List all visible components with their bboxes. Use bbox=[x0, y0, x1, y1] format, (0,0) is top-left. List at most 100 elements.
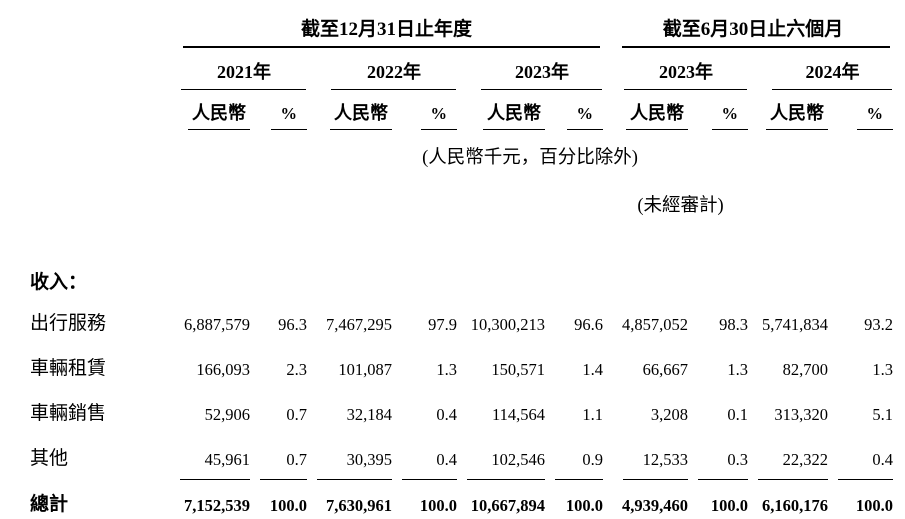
total-value-cell: 4,939,460 bbox=[613, 480, 688, 519]
spacer-cell bbox=[603, 0, 613, 48]
value-cell: 1.3 bbox=[872, 360, 894, 379]
percent-subheader: % bbox=[688, 90, 749, 136]
value-cell: 4,857,052 bbox=[622, 315, 689, 334]
total-value-cell: 7,152,539 bbox=[170, 480, 250, 519]
spacer-cell bbox=[30, 0, 170, 48]
value-cell: 6,887,579 bbox=[184, 315, 250, 334]
value-cell: 2.3 bbox=[286, 360, 307, 379]
value-cell: 114,564 bbox=[491, 405, 545, 424]
value-cell: 12,533 bbox=[613, 435, 689, 480]
year-header-2022: 2022年 bbox=[307, 48, 457, 90]
currency-subheader-label: 人民幣 bbox=[626, 99, 689, 130]
table-row-total: 總計 7,152,539 100.0 7,630,961 100.0 10,66… bbox=[30, 480, 893, 519]
percent-subheader: % bbox=[392, 90, 457, 136]
value-cell: 1.3 bbox=[727, 360, 749, 379]
revenue-breakdown-table: 截至12月31日止年度 截至6月30日止六個月 2021年 2022年 2023… bbox=[30, 0, 894, 519]
value-cell: 0.4 bbox=[828, 435, 894, 480]
percent-subheader: % bbox=[545, 90, 604, 136]
value-cell: 0.9 bbox=[545, 435, 604, 480]
spacer-cell bbox=[603, 300, 613, 345]
section-row: 收入： bbox=[30, 258, 893, 300]
percent-subheader-label: % bbox=[420, 104, 457, 130]
value-cell: 52,906 bbox=[204, 405, 250, 424]
currency-subheader-label: 人民幣 bbox=[330, 99, 392, 130]
total-value-cell: 100.0 bbox=[688, 480, 748, 519]
value-cell: 96.6 bbox=[574, 315, 604, 334]
currency-subheader: 人民幣 bbox=[613, 90, 689, 136]
value-cell: 5.1 bbox=[872, 405, 894, 424]
value-cell: 96.3 bbox=[278, 315, 307, 334]
value-cell: 166,093 bbox=[196, 360, 250, 379]
spacer-cell bbox=[30, 90, 170, 136]
total-label: 總計 bbox=[30, 494, 69, 515]
sub-header-row: 人民幣 % 人民幣 % 人民幣 % 人民幣 % 人民幣 % bbox=[30, 90, 894, 136]
year-header-2023-interim: 2023年 bbox=[613, 48, 748, 90]
total-value-cell: 100.0 bbox=[392, 480, 457, 519]
units-note: (人民幣千元，百分比除外) bbox=[422, 148, 638, 168]
table-row-others: 其他 45,961 0.7 30,395 0.4 102,546 0.9 12,… bbox=[30, 435, 894, 480]
value-cell: 101,087 bbox=[338, 360, 392, 379]
value-cell: 313,320 bbox=[774, 405, 829, 424]
spacer-cell bbox=[603, 90, 613, 136]
value-cell: 0.7 bbox=[250, 435, 307, 480]
total-value-cell: 10,667,894 bbox=[457, 480, 545, 519]
currency-subheader-label: 人民幣 bbox=[766, 99, 829, 130]
spacer-cell bbox=[603, 390, 613, 435]
currency-subheader: 人民幣 bbox=[748, 90, 829, 136]
spacer-cell bbox=[603, 480, 613, 519]
year-header-2024: 2024年 bbox=[748, 48, 893, 90]
row-label: 車輛租賃 bbox=[30, 358, 107, 379]
percent-subheader-label: % bbox=[711, 104, 749, 130]
section-label: 收入： bbox=[30, 272, 88, 293]
percent-subheader-label: % bbox=[856, 104, 894, 130]
currency-subheader: 人民幣 bbox=[457, 90, 545, 136]
percent-subheader: % bbox=[250, 90, 307, 136]
value-cell: 0.3 bbox=[688, 435, 749, 480]
total-value-cell: 100.0 bbox=[250, 480, 307, 519]
row-label: 車輛銷售 bbox=[30, 403, 107, 424]
currency-subheader-label: 人民幣 bbox=[483, 99, 545, 130]
value-cell: 10,300,213 bbox=[470, 315, 545, 334]
spacer-row bbox=[30, 222, 893, 258]
value-cell: 0.7 bbox=[286, 405, 307, 424]
spacer-cell bbox=[603, 48, 613, 90]
value-cell: 32,184 bbox=[346, 405, 392, 424]
total-value-cell: 7,630,961 bbox=[307, 480, 392, 519]
period-group-annual: 截至12月31日止年度 bbox=[170, 0, 603, 48]
value-cell: 0.4 bbox=[436, 405, 457, 424]
total-value-cell: 100.0 bbox=[828, 480, 893, 519]
value-cell: 22,322 bbox=[748, 435, 829, 480]
row-label: 出行服務 bbox=[30, 313, 107, 334]
value-cell: 45,961 bbox=[170, 435, 250, 480]
period-group-row: 截至12月31日止年度 截至6月30日止六個月 bbox=[30, 0, 893, 48]
units-note-cell: (人民幣千元，百分比除外) bbox=[422, 136, 638, 174]
percent-subheader: % bbox=[828, 90, 894, 136]
spacer-cell bbox=[30, 174, 613, 222]
total-value-cell: 6,160,176 bbox=[748, 480, 828, 519]
table-row-vehicle-leasing: 車輛租賃 166,093 2.3 101,087 1.3 150,571 1.4… bbox=[30, 345, 893, 390]
spacer-cell bbox=[30, 48, 170, 90]
value-cell: 150,571 bbox=[491, 360, 545, 379]
units-note-row: (人民幣千元，百分比除外) bbox=[30, 136, 893, 174]
unaudited-note-row: (未經審計) bbox=[30, 174, 893, 222]
spacer-cell bbox=[748, 174, 893, 222]
value-cell: 93.2 bbox=[864, 315, 894, 334]
unaudited-note-cell: (未經審計) bbox=[613, 174, 748, 222]
value-cell: 7,467,295 bbox=[326, 315, 392, 334]
currency-subheader-label: 人民幣 bbox=[188, 99, 250, 130]
total-value-cell: 100.0 bbox=[545, 480, 603, 519]
year-header-2023: 2023年 bbox=[457, 48, 603, 90]
currency-subheader: 人民幣 bbox=[307, 90, 392, 136]
spacer-cell bbox=[603, 435, 613, 480]
year-header-2021: 2021年 bbox=[170, 48, 307, 90]
value-cell: 82,700 bbox=[782, 360, 829, 379]
value-cell: 66,667 bbox=[642, 360, 689, 379]
value-cell: 5,741,834 bbox=[762, 315, 829, 334]
spacer-cell bbox=[30, 136, 457, 174]
spacer-cell bbox=[170, 258, 893, 300]
spacer-cell bbox=[603, 136, 893, 174]
value-cell: 98.3 bbox=[719, 315, 749, 334]
value-cell: 30,395 bbox=[307, 435, 392, 480]
table-row-vehicle-sales: 車輛銷售 52,906 0.7 32,184 0.4 114,564 1.1 3… bbox=[30, 390, 893, 435]
value-cell: 1.4 bbox=[582, 360, 604, 379]
